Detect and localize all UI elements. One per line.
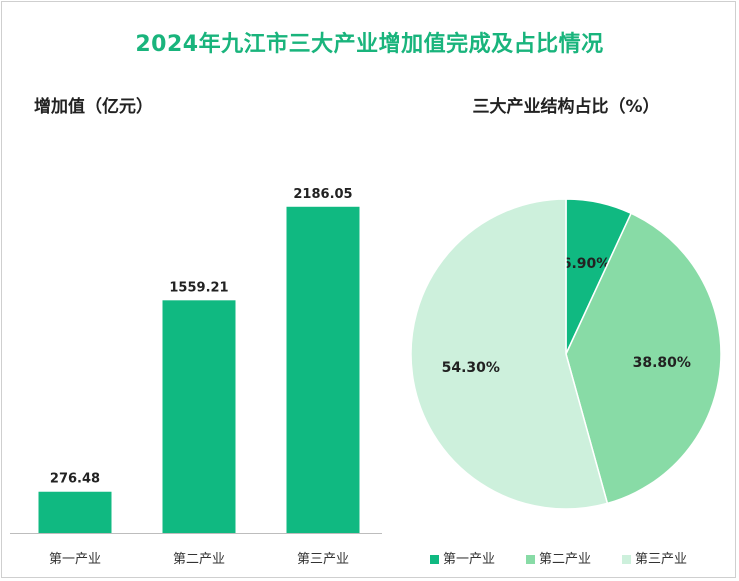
legend-swatch-secondary (526, 555, 535, 564)
bar-1 (38, 491, 112, 533)
pie-value-label-2: 38.80% (633, 355, 691, 371)
pie-value-label-1: 6.90% (562, 256, 611, 272)
legend-swatch-primary (430, 555, 439, 564)
legend-item-primary: 第一产业 (430, 548, 495, 567)
bar-3 (286, 206, 360, 533)
pie-value-label-3: 54.30% (442, 360, 500, 376)
legend-swatch-tertiary (622, 555, 631, 564)
chart-title: 2024年九江市三大产业增加值完成及占比情况 (135, 32, 604, 57)
pie-chart-title: 三大产业结构占比（%） (472, 97, 660, 117)
x-tick-label-3: 第三产业 (297, 552, 349, 567)
pie-slice-3 (410, 198, 609, 510)
bar-2 (162, 300, 236, 533)
bar-chart-title: 增加值（亿元） (34, 97, 153, 117)
pie-slice-2 (565, 212, 722, 505)
x-tick-label-1: 第一产业 (49, 552, 101, 567)
bar-value-label-2: 1559.21 (169, 280, 228, 295)
bar-value-label-1: 276.48 (50, 472, 100, 487)
legend-label-primary: 第一产业 (443, 552, 496, 567)
legend-label-tertiary: 第三产业 (635, 552, 688, 567)
bar-value-label-3: 2186.05 (293, 187, 352, 202)
legend-item-secondary: 第二产业 (526, 548, 591, 567)
legend-item-tertiary: 第三产业 (622, 548, 687, 567)
legend-label-secondary: 第二产业 (539, 552, 592, 567)
x-tick-label-2: 第二产业 (173, 552, 225, 567)
